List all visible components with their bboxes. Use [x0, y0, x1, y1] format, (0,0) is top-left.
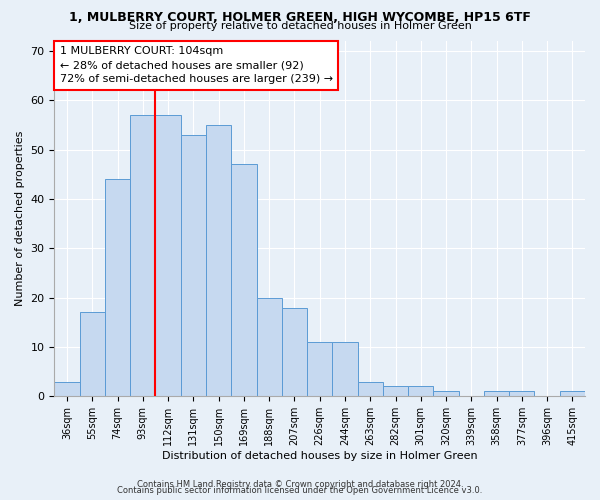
Bar	[105, 179, 130, 396]
Bar	[484, 392, 509, 396]
Text: Contains public sector information licensed under the Open Government Licence v3: Contains public sector information licen…	[118, 486, 482, 495]
Y-axis label: Number of detached properties: Number of detached properties	[15, 131, 25, 306]
Bar	[231, 164, 257, 396]
Text: Size of property relative to detached houses in Holmer Green: Size of property relative to detached ho…	[128, 21, 472, 31]
Bar	[408, 386, 433, 396]
Text: 1, MULBERRY COURT, HOLMER GREEN, HIGH WYCOMBE, HP15 6TF: 1, MULBERRY COURT, HOLMER GREEN, HIGH WY…	[69, 11, 531, 24]
Bar	[358, 382, 383, 396]
Bar	[130, 115, 155, 396]
Bar	[307, 342, 332, 396]
X-axis label: Distribution of detached houses by size in Holmer Green: Distribution of detached houses by size …	[162, 451, 478, 461]
Bar	[509, 392, 535, 396]
Bar	[560, 392, 585, 396]
Bar	[383, 386, 408, 396]
Bar	[155, 115, 181, 396]
Text: Contains HM Land Registry data © Crown copyright and database right 2024.: Contains HM Land Registry data © Crown c…	[137, 480, 463, 489]
Bar	[206, 125, 231, 396]
Bar	[332, 342, 358, 396]
Text: 1 MULBERRY COURT: 104sqm
← 28% of detached houses are smaller (92)
72% of semi-d: 1 MULBERRY COURT: 104sqm ← 28% of detach…	[60, 46, 333, 84]
Bar	[282, 308, 307, 396]
Bar	[257, 298, 282, 396]
Bar	[55, 382, 80, 396]
Bar	[433, 392, 458, 396]
Bar	[181, 135, 206, 396]
Bar	[80, 312, 105, 396]
